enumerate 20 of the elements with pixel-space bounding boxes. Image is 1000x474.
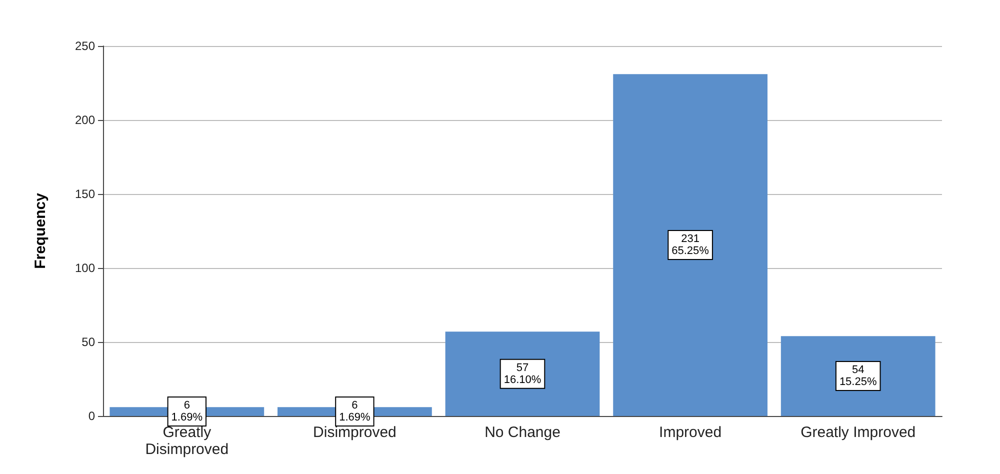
bar [780,336,936,416]
x-tick-label: Disimproved [313,424,396,441]
data-label: 6 1.69% [171,400,203,424]
y-tick-label: 100 [74,261,96,275]
data-label: 57 16.10% [504,362,542,386]
data-label: 231 65.25% [672,233,710,258]
y-tick-label: 200 [74,113,96,127]
y-tick-label: 0 [88,409,96,423]
y-tick-label: 150 [74,187,96,201]
x-tick-label: Greatly Disimproved [145,424,229,458]
bar [613,74,768,416]
x-tick-label: No Change [484,424,560,441]
data-label: 6 1.69% [339,400,371,424]
x-tick-label: Improved [659,424,722,441]
data-label: 54 15.25% [839,364,877,388]
bar [445,332,600,416]
y-axis-title: Frequency [32,192,49,269]
x-tick-label: Greatly Improved [800,424,916,441]
y-tick-label: 250 [74,39,96,53]
y-tick-label: 50 [82,335,96,349]
